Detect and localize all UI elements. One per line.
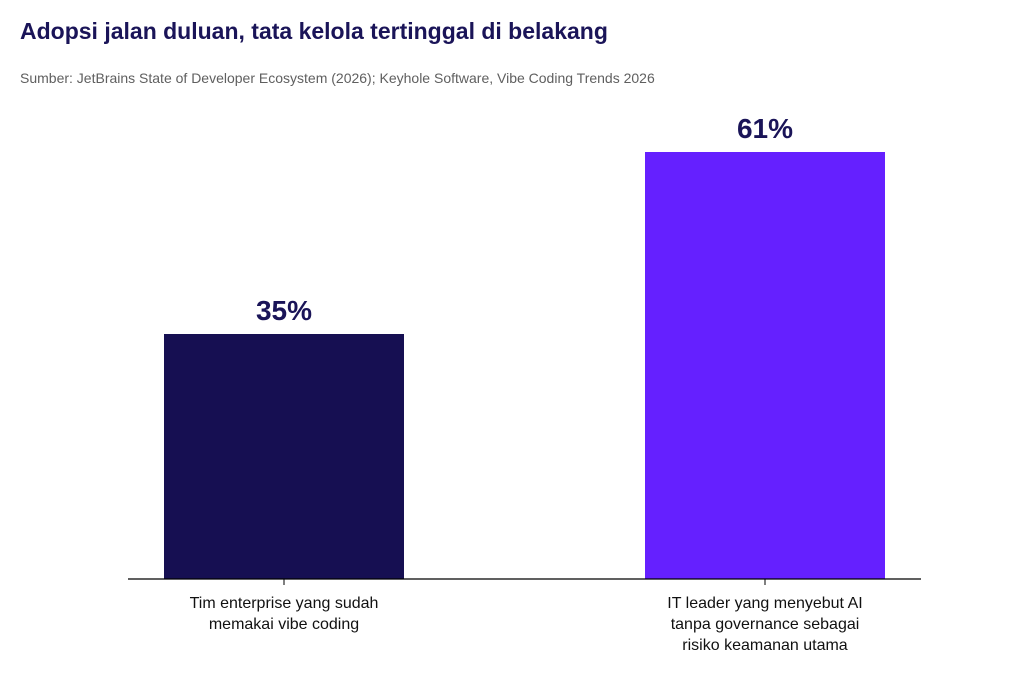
category-label-1-line-2: memakai vibe coding xyxy=(209,616,359,633)
bar-2 xyxy=(645,152,885,579)
value-label-1: 35% xyxy=(256,295,312,326)
x-axis-ticks xyxy=(283,579,766,585)
category-labels-layer: Tim enterprise yang sudah memakai vibe co… xyxy=(190,595,863,654)
bar-1 xyxy=(164,334,404,579)
chart-subtitle: Sumber: JetBrains State of Developer Eco… xyxy=(20,70,655,86)
category-label-2-line-1: IT leader yang menyebut AI xyxy=(667,595,862,612)
chart-title: Adopsi jalan duluan, tata kelola terting… xyxy=(20,18,608,44)
value-label-2: 61% xyxy=(737,113,793,144)
bars-layer xyxy=(164,152,885,579)
category-label-1: Tim enterprise yang sudah memakai vibe co… xyxy=(190,595,379,633)
category-label-2: IT leader yang menyebut AI tanpa governan… xyxy=(667,595,862,654)
value-labels-layer: 35% 61% xyxy=(256,113,793,326)
category-label-1-line-1: Tim enterprise yang sudah xyxy=(190,595,379,612)
category-label-2-line-2: tanpa governance sebagai xyxy=(671,616,860,633)
category-label-2-line-3: risiko keamanan utama xyxy=(682,637,848,654)
